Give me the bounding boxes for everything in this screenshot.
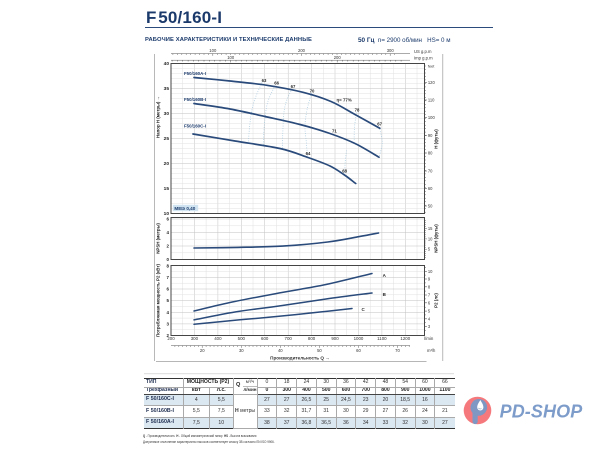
svg-text:100: 100 (209, 48, 217, 53)
svg-text:5: 5 (428, 309, 431, 314)
svg-text:70: 70 (310, 89, 315, 94)
svg-text:NPSH (метры): NPSH (метры) (156, 223, 161, 254)
svg-text:F50/160A-I: F50/160A-I (184, 71, 206, 76)
svg-text:6: 6 (167, 287, 170, 292)
svg-text:40: 40 (164, 61, 170, 67)
svg-text:200: 200 (298, 48, 306, 53)
svg-text:9: 9 (428, 277, 431, 282)
svg-text:30: 30 (164, 111, 170, 117)
svg-text:MEI≥ 0,40: MEI≥ 0,40 (174, 206, 195, 211)
svg-text:500: 500 (238, 336, 246, 341)
svg-text:400: 400 (214, 336, 222, 341)
svg-text:200: 200 (334, 55, 342, 60)
svg-text:2: 2 (167, 333, 170, 338)
svg-text:66: 66 (274, 80, 279, 85)
svg-text:Потребляемая мощность P2 (кВт): Потребляемая мощность P2 (кВт) (156, 263, 161, 337)
svg-text:60: 60 (356, 348, 361, 353)
svg-text:50: 50 (428, 204, 433, 209)
svg-text:78: 78 (355, 107, 360, 112)
svg-text:800: 800 (308, 336, 316, 341)
svg-text:3: 3 (167, 322, 170, 327)
svg-text:NPSH (футы): NPSH (футы) (434, 224, 439, 253)
svg-text:90: 90 (428, 133, 433, 138)
svg-text:300: 300 (191, 336, 199, 341)
svg-text:10: 10 (164, 211, 170, 217)
svg-text:63: 63 (262, 78, 267, 83)
svg-text:50: 50 (317, 348, 322, 353)
svg-text:4: 4 (428, 316, 431, 321)
svg-text:6: 6 (428, 300, 431, 305)
svg-text:5: 5 (428, 247, 431, 252)
svg-text:1100: 1100 (377, 336, 387, 341)
svg-text:C: C (362, 307, 366, 312)
svg-text:10: 10 (428, 269, 433, 274)
svg-text:Imp g.p.m: Imp g.p.m (414, 56, 433, 61)
svg-text:feet: feet (428, 63, 435, 68)
svg-text:40: 40 (278, 348, 283, 353)
svg-text:η= 77%: η= 77% (337, 98, 352, 103)
svg-text:A: A (383, 273, 387, 278)
svg-text:m³/h: m³/h (427, 348, 436, 353)
svg-text:300: 300 (387, 48, 395, 53)
svg-text:1200: 1200 (400, 336, 410, 341)
svg-text:68: 68 (342, 169, 347, 174)
svg-text:35: 35 (164, 86, 170, 92)
svg-text:100: 100 (428, 115, 436, 120)
svg-text:20: 20 (200, 348, 205, 353)
svg-text:15: 15 (428, 226, 433, 231)
svg-text:20: 20 (164, 161, 170, 167)
svg-text:F50/160B-I: F50/160B-I (184, 97, 206, 102)
svg-text:B: B (383, 292, 387, 297)
svg-text:80: 80 (428, 151, 433, 156)
svg-text:2: 2 (167, 244, 170, 249)
svg-text:5: 5 (167, 298, 170, 303)
svg-text:PD-SHOP: PD-SHOP (500, 401, 584, 421)
svg-text:67: 67 (377, 122, 382, 127)
svg-text:H (футы): H (футы) (434, 129, 439, 149)
svg-text:8: 8 (428, 284, 431, 289)
svg-text:4: 4 (167, 230, 170, 235)
svg-text:P2 (лс): P2 (лс) (434, 293, 439, 308)
svg-text:10: 10 (428, 236, 433, 241)
svg-text:70: 70 (428, 169, 433, 174)
svg-text:1000: 1000 (354, 336, 364, 341)
svg-text:71: 71 (332, 128, 337, 133)
svg-text:700: 700 (285, 336, 293, 341)
svg-text:US g.p.m: US g.p.m (414, 49, 432, 54)
svg-text:Производительность Q →: Производительность Q → (270, 356, 330, 361)
svg-text:0: 0 (167, 257, 170, 262)
svg-text:200: 200 (167, 336, 175, 341)
svg-text:70: 70 (395, 348, 400, 353)
svg-text:110: 110 (428, 98, 435, 103)
svg-text:F50/160C-I: F50/160C-I (184, 124, 206, 129)
svg-text:15: 15 (164, 186, 170, 192)
svg-text:3: 3 (428, 324, 431, 329)
svg-text:60: 60 (428, 186, 433, 191)
svg-text:900: 900 (331, 336, 339, 341)
svg-text:67: 67 (291, 84, 296, 89)
svg-text:30: 30 (239, 348, 244, 353)
svg-text:8: 8 (167, 263, 170, 268)
svg-text:4: 4 (167, 310, 170, 315)
svg-text:64: 64 (306, 151, 311, 156)
svg-text:6: 6 (167, 217, 170, 222)
svg-text:Напор H (метры) →: Напор H (метры) → (156, 96, 161, 138)
svg-text:7: 7 (167, 275, 170, 280)
svg-text:600: 600 (261, 336, 269, 341)
svg-text:120: 120 (428, 80, 436, 85)
svg-text:l/min: l/min (424, 336, 434, 341)
svg-text:7: 7 (428, 293, 431, 298)
svg-text:25: 25 (164, 136, 170, 142)
svg-text:100: 100 (227, 55, 235, 60)
